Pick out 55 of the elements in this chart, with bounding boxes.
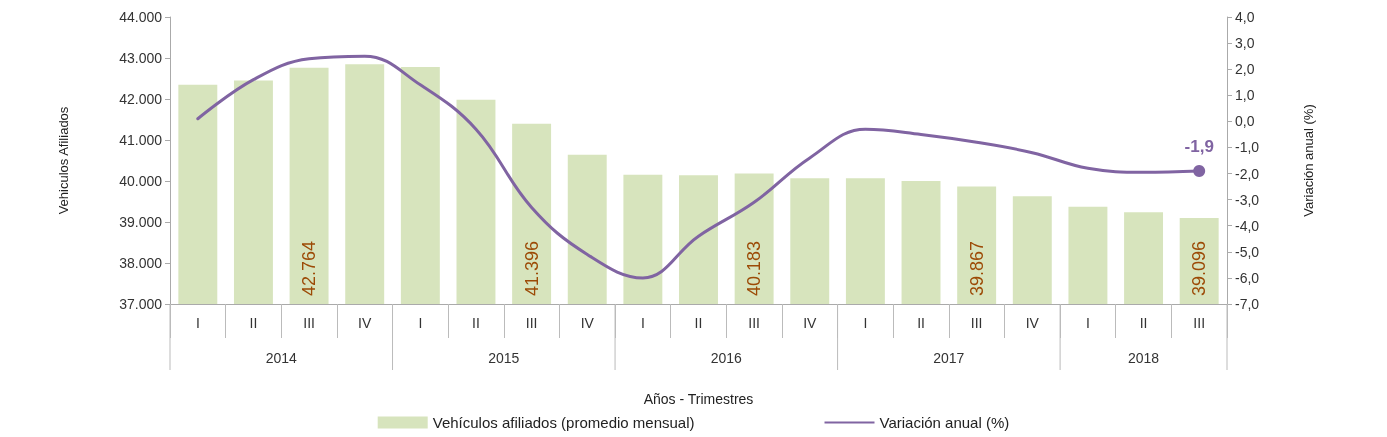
- x-tick-label: II: [472, 315, 480, 331]
- y-tick-label: 37.000: [119, 296, 163, 312]
- text: 2015: [488, 350, 520, 366]
- data-label: 41.396: [521, 240, 542, 296]
- x-tick-label: I: [418, 315, 423, 331]
- x-tick-label: III: [303, 315, 315, 331]
- x-tick-label: I: [1085, 315, 1090, 331]
- x-tick-label: II: [694, 315, 703, 331]
- legend-label: Variación anual (%): [879, 414, 1010, 431]
- x-tick-label: IV: [1025, 315, 1040, 331]
- y2-tick-label: -2,0: [1235, 165, 1260, 182]
- x-axis-title: Años - Trimestres: [643, 391, 754, 407]
- y2-tick-label: 4,0: [1235, 9, 1255, 25]
- x-tick-label: III: [1193, 315, 1206, 331]
- y2-tick-label: -5,0: [1235, 243, 1260, 260]
- y-tick-label: 39.000: [119, 214, 163, 230]
- x-tick-label: IV: [580, 315, 595, 331]
- y2-tick-label: 3,0: [1235, 35, 1255, 52]
- x-tick-label: IV: [358, 315, 372, 331]
- y-tick-label: 40.000: [119, 173, 163, 189]
- y2-tick-label: 2,0: [1235, 61, 1255, 78]
- y2-tick-label: -3,0: [1235, 191, 1260, 208]
- x-tick-label: I: [195, 315, 200, 331]
- x-tick-label: III: [525, 315, 538, 331]
- text: 2016: [710, 350, 743, 366]
- y-tick-label: 43.000: [119, 50, 163, 66]
- y2-tick-label: 0,0: [1235, 113, 1255, 130]
- data-label: 39.096: [1189, 240, 1210, 296]
- text: 2017: [933, 350, 965, 366]
- y-tick-label: 38.000: [119, 255, 163, 271]
- x-tick-label: II: [249, 315, 258, 331]
- text: 2018: [1127, 350, 1160, 366]
- data-label: 40.183: [744, 240, 765, 296]
- y-axis-title: Vehiculos Afiliados: [56, 106, 71, 215]
- y-tick-label: 44.000: [119, 9, 163, 25]
- y2-tick-label: -1,0: [1235, 139, 1260, 156]
- y2-tick-label: -4,0: [1235, 217, 1260, 234]
- x-tick-label: III: [748, 315, 760, 331]
- data-label: -1,9: [1184, 136, 1214, 156]
- x-tick-label: I: [640, 315, 645, 331]
- x-tick-label: I: [863, 315, 868, 331]
- y2-tick-label: 1,0: [1235, 87, 1255, 104]
- y2-axis-title: Variación anual (%): [1301, 104, 1316, 217]
- y2-tick-label: -6,0: [1235, 269, 1260, 286]
- x-tick-label: II: [1139, 315, 1148, 331]
- y2-tick-label: -7,0: [1235, 296, 1260, 312]
- y-tick-label: 42.000: [119, 91, 163, 107]
- data-label: 39.867: [966, 240, 987, 296]
- x-tick-label: IV: [803, 315, 818, 331]
- x-tick-label: II: [917, 315, 925, 331]
- y-tick-label: 41.000: [119, 132, 163, 148]
- text: 2014: [265, 350, 298, 366]
- x-tick-label: III: [970, 315, 983, 331]
- legend-label: Vehículos afiliados (promedio mensual): [432, 414, 695, 431]
- data-label: 42.764: [299, 240, 320, 296]
